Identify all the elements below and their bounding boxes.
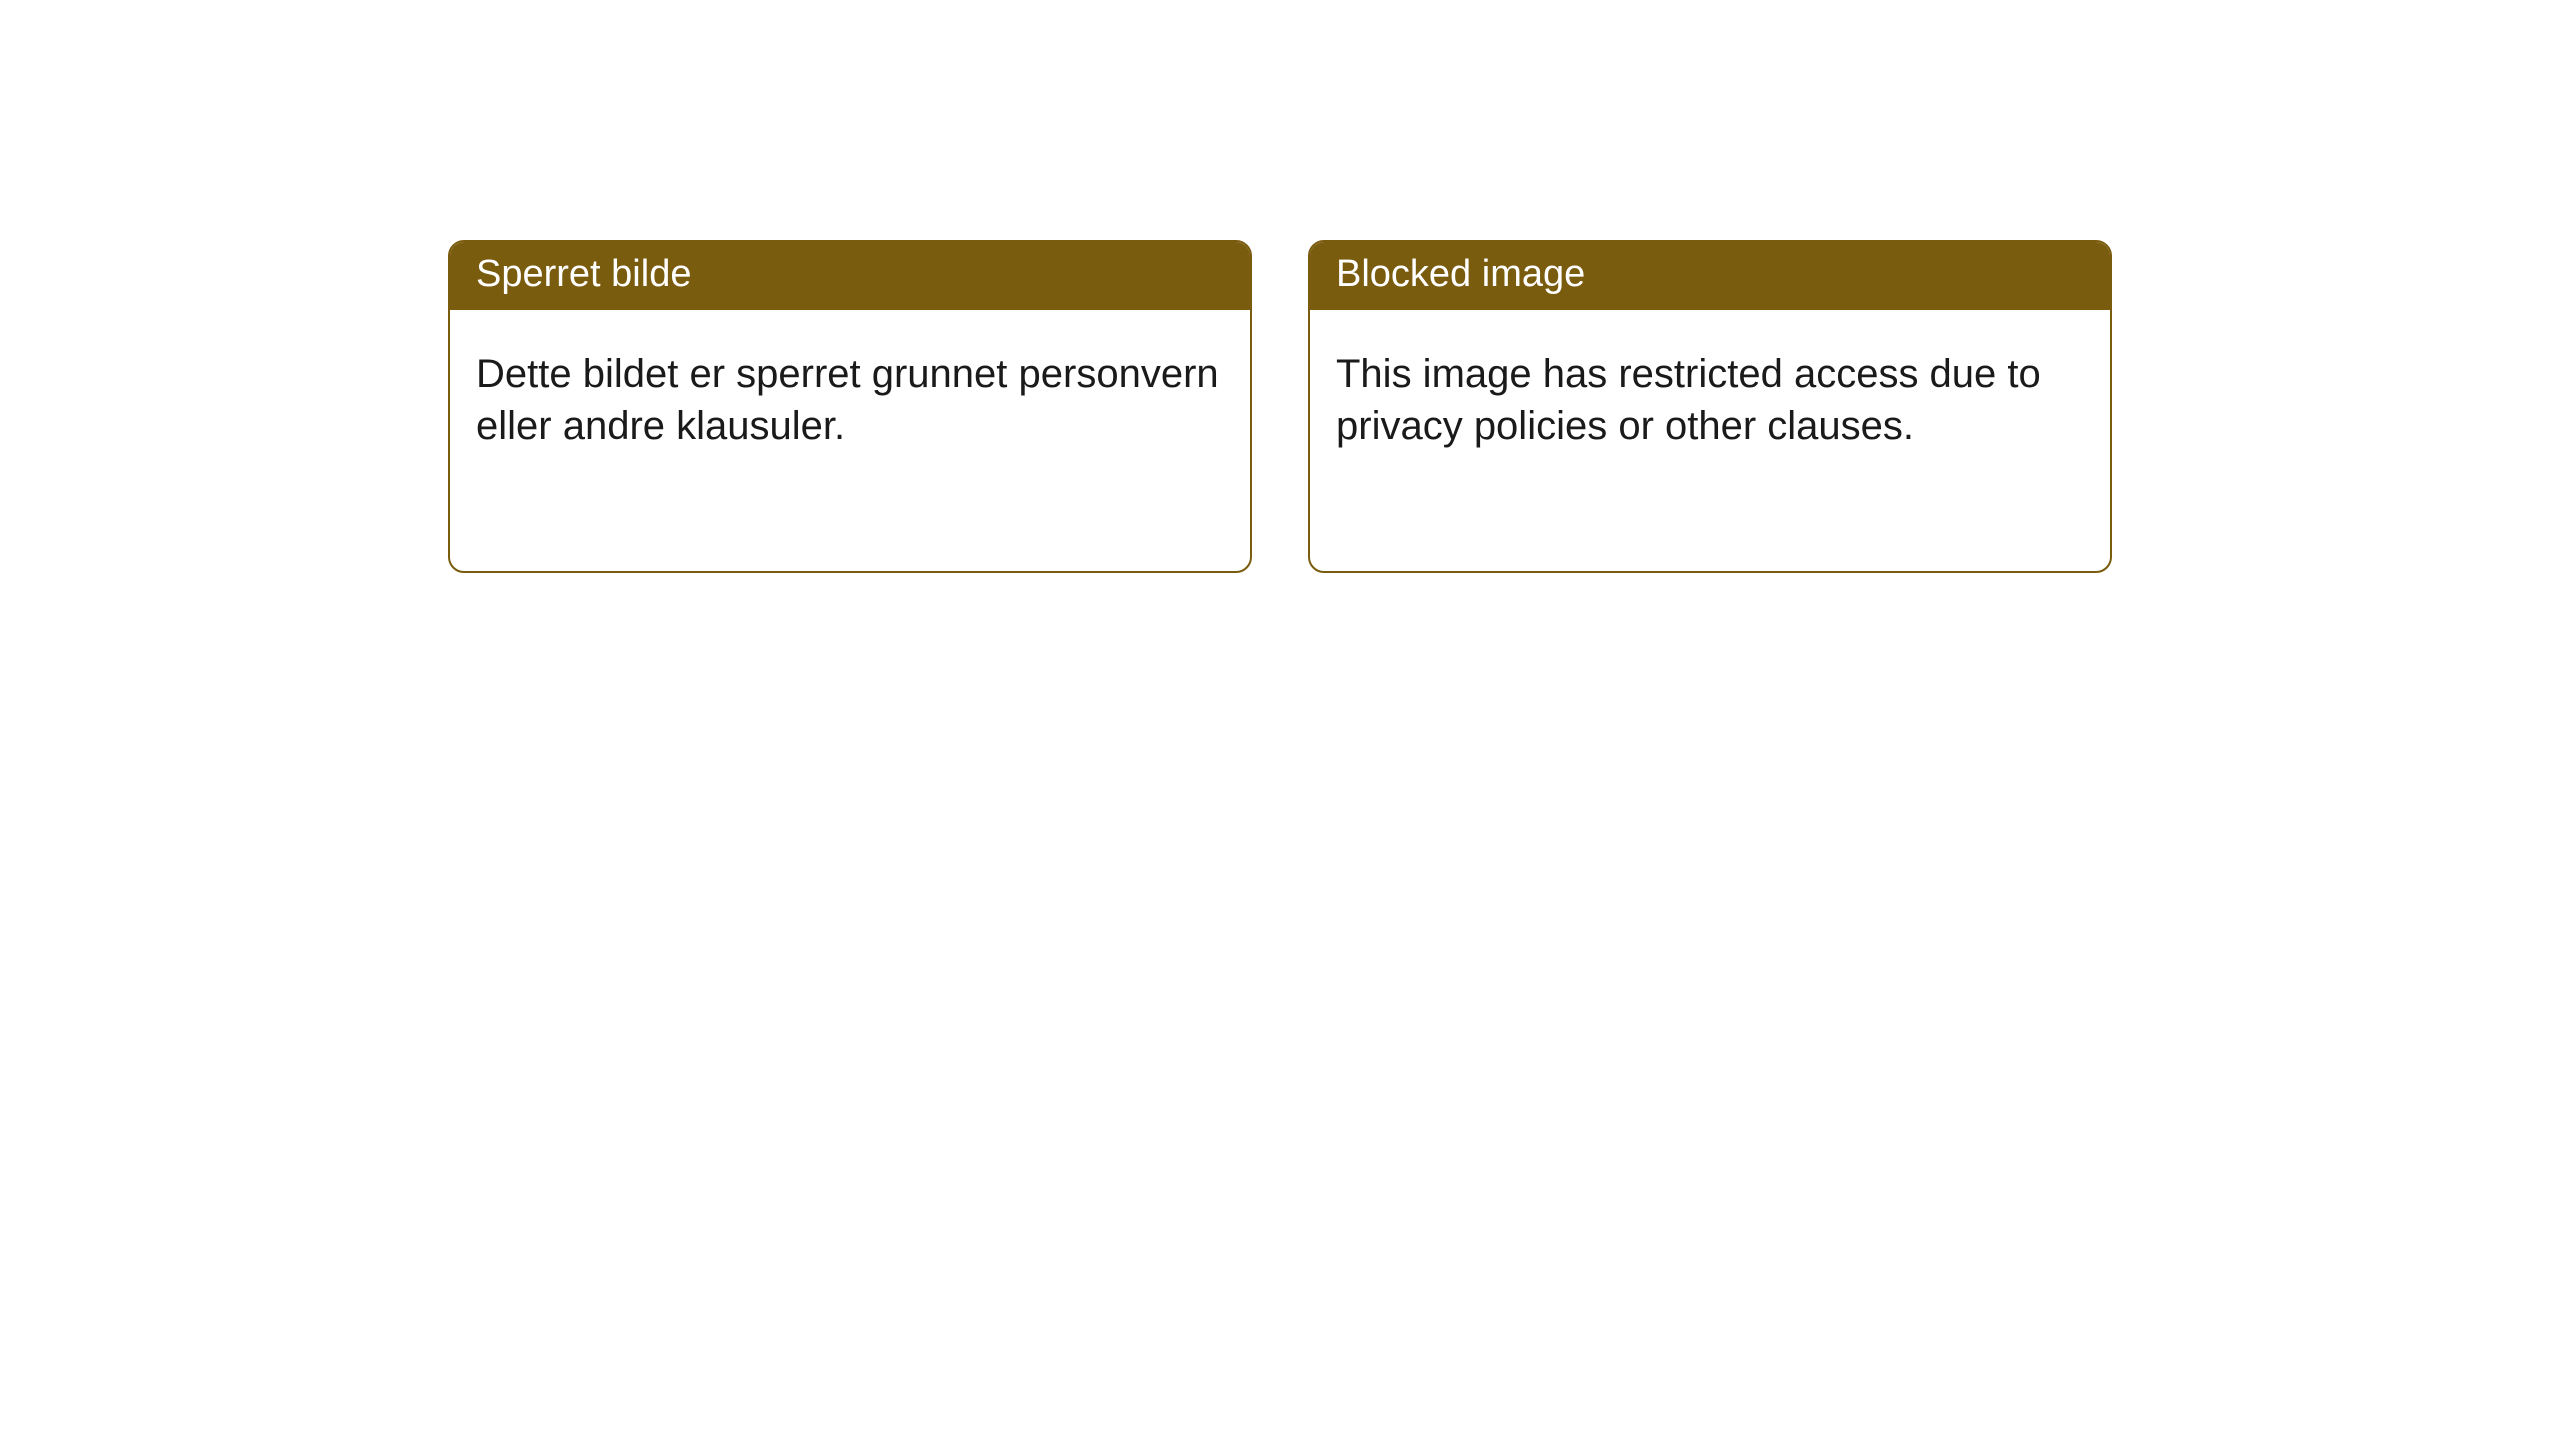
notice-card-norwegian: Sperret bilde Dette bildet er sperret gr… xyxy=(448,240,1252,573)
notice-card-english: Blocked image This image has restricted … xyxy=(1308,240,2112,573)
notice-card-body: This image has restricted access due to … xyxy=(1310,310,2110,478)
notice-card-title: Sperret bilde xyxy=(450,242,1250,310)
notice-card-title: Blocked image xyxy=(1310,242,2110,310)
notice-container: Sperret bilde Dette bildet er sperret gr… xyxy=(0,0,2560,573)
notice-card-body: Dette bildet er sperret grunnet personve… xyxy=(450,310,1250,478)
